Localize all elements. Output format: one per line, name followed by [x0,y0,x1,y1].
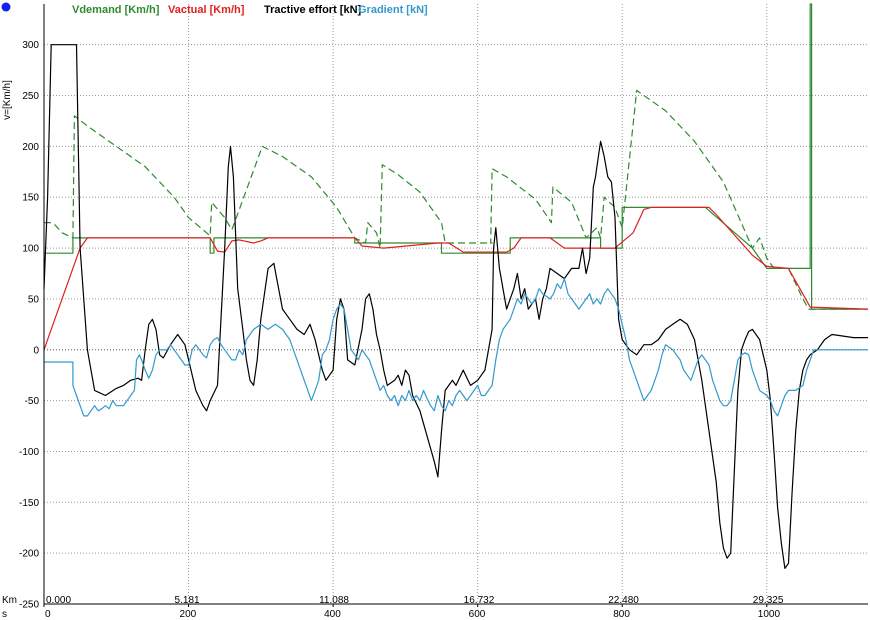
series-tractive-effort-kn-legend-label: Tractive effort [kN] [264,4,362,16]
y-axis-title: v=[Km/h] [2,80,13,120]
series-lines [43,3,869,569]
y-tick-label: -150 [19,498,39,509]
y-tick-label: 150 [22,193,39,204]
km-tick-label: 11.088 [319,595,349,606]
s-tick-label: 1000 [758,609,781,620]
y-tick-label: 50 [28,294,40,305]
axes: 300 250 200 150 100 50 0 -50 -100 -150 -200 -250 v=[… [2,4,868,620]
series-vdemand-km-h-line [44,89,868,310]
y-tick-label: 100 [22,244,39,255]
series-gradient-kn-line [44,278,868,417]
km-tick-label: 5.181 [175,595,200,606]
y-tick-label: 200 [22,142,39,153]
series-vactual-km-h-line [43,206,869,350]
y-tick-label: 250 [22,91,39,102]
y-tick-label: 300 [22,40,39,51]
s-tick-label: 400 [324,609,341,620]
km-axis-label: Km [2,595,17,606]
s-tick-label: 200 [180,609,197,620]
km-tick-label: 0.000 [46,595,71,606]
y-tick-label: -100 [19,447,39,458]
s-tick-label: 800 [613,609,630,620]
grid [44,4,868,605]
y-tick-label: -250 [19,600,39,611]
km-tick-label: 22.480 [608,595,639,606]
y-tick-label: 0 [33,345,39,356]
s-axis-label: s [2,609,7,620]
series-tractive-effort-kn-line [43,44,868,569]
km-tick-label: 29.325 [753,595,784,606]
y-tick-label: -200 [19,549,39,560]
series-vdemand-km-h-legend-label: Vdemand [Km/h] [72,4,160,16]
series-vactual-km-h-legend-label: Vactual [Km/h] [168,4,245,16]
series-vdemand-step-line [44,3,868,310]
s-tick-label: 0 [45,609,51,620]
y-tick-label: -50 [25,396,40,407]
km-tick-label: 16.732 [464,595,495,606]
status-dot-icon [1,2,11,12]
series-gradient-kn-legend-label: Gradient [kN] [358,4,428,16]
s-tick-label: 600 [469,609,486,620]
legend: Vdemand [Km/h] Vactual [Km/h] Tractive eff… [72,4,428,16]
